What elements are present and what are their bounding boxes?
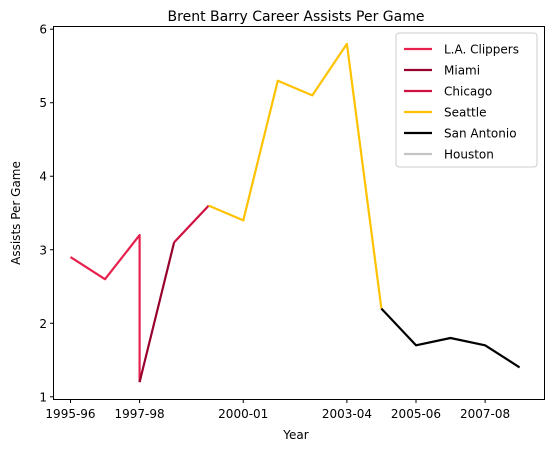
series-line-san-antonio — [380, 307, 521, 369]
x-tick-label: 1995-96 — [45, 407, 95, 421]
x-tick-label: 2003-04 — [322, 407, 372, 421]
legend-label: Seattle — [444, 106, 486, 120]
x-tick-label: 2007-08 — [460, 407, 510, 421]
y-tick-label: 5 — [39, 96, 47, 110]
y-tick-label: 1 — [39, 390, 47, 404]
y-axis: 1 2 3 4 5 6 — [39, 23, 54, 404]
y-tick-label: 2 — [39, 317, 47, 331]
series-line-miami — [138, 242, 176, 383]
x-axis-label: Year — [282, 428, 308, 442]
chart-title: Brent Barry Career Assists Per Game — [168, 9, 425, 25]
legend-label: San Antonio — [444, 127, 517, 141]
legend-label: Miami — [444, 64, 480, 78]
x-axis: 1995-96 1997-98 2000-01 2003-04 2005-06 2007-… — [45, 399, 510, 421]
y-tick-label: 3 — [39, 243, 47, 257]
series-line-l-a-clippers — [69, 234, 141, 383]
series-line-chicago — [173, 204, 210, 244]
legend-label: Houston — [444, 148, 494, 162]
y-tick-label: 6 — [39, 23, 47, 37]
series-layer — [69, 42, 521, 383]
series-line-seattle — [208, 42, 383, 309]
legend-label: Chicago — [444, 85, 492, 99]
x-tick-label: 2005-06 — [391, 407, 441, 421]
y-tick-label: 4 — [39, 170, 47, 184]
x-tick-label: 2000-01 — [218, 407, 268, 421]
legend: L.A. Clippers Miami Chicago Seattle San Anto… — [395, 32, 538, 168]
x-tick-label: 1997-98 — [115, 407, 165, 421]
y-axis-label: Assists Per Game — [9, 161, 23, 265]
legend-label: L.A. Clippers — [444, 43, 519, 57]
